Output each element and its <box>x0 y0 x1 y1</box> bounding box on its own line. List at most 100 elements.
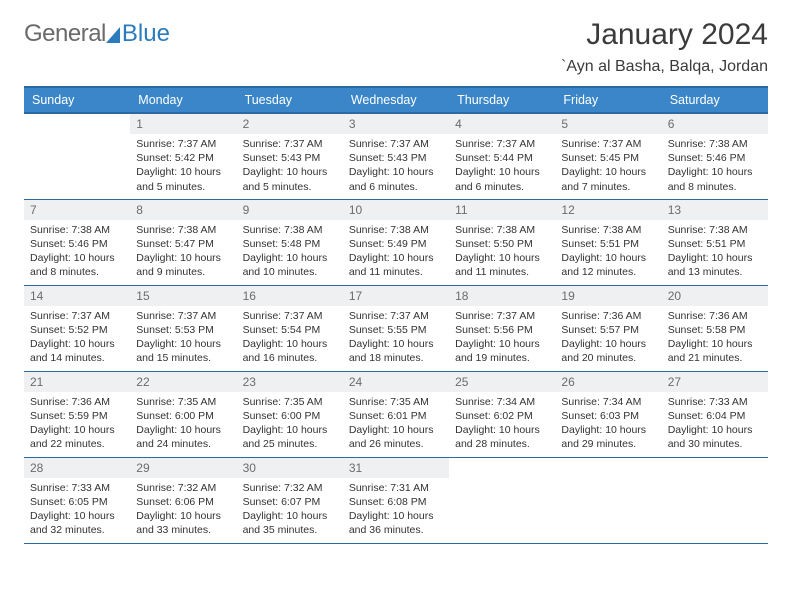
weekday-header: Sunday <box>24 87 130 113</box>
day-details: Sunrise: 7:35 AMSunset: 6:00 PMDaylight:… <box>237 392 343 456</box>
day-details: Sunrise: 7:37 AMSunset: 5:52 PMDaylight:… <box>24 306 130 370</box>
sunrise-label: Sunrise: <box>30 224 69 236</box>
sunset-label: Sunset: <box>30 496 66 508</box>
sunset-value: 6:01 PM <box>387 410 426 422</box>
sunrise-value: 7:35 AM <box>178 396 217 408</box>
daylight-label: Daylight: <box>349 424 390 436</box>
day-number: 31 <box>343 458 449 478</box>
sunset-value: 5:52 PM <box>69 324 108 336</box>
day-number: 24 <box>343 372 449 392</box>
sunset-label: Sunset: <box>349 238 385 250</box>
day-details: Sunrise: 7:32 AMSunset: 6:07 PMDaylight:… <box>237 478 343 542</box>
calendar-cell: 26Sunrise: 7:34 AMSunset: 6:03 PMDayligh… <box>555 371 661 457</box>
daylight-label: Daylight: <box>455 166 496 178</box>
day-number: 28 <box>24 458 130 478</box>
daylight-label: Daylight: <box>243 510 284 522</box>
sunrise-label: Sunrise: <box>136 396 175 408</box>
sunrise-value: 7:38 AM <box>284 224 323 236</box>
calendar-cell: 24Sunrise: 7:35 AMSunset: 6:01 PMDayligh… <box>343 371 449 457</box>
calendar-cell: 20Sunrise: 7:36 AMSunset: 5:58 PMDayligh… <box>662 285 768 371</box>
sunset-value: 5:53 PM <box>175 324 214 336</box>
sunset-value: 5:58 PM <box>706 324 745 336</box>
day-details: Sunrise: 7:37 AMSunset: 5:53 PMDaylight:… <box>130 306 236 370</box>
sunrise-label: Sunrise: <box>668 310 707 322</box>
sunset-label: Sunset: <box>349 496 385 508</box>
daylight-label: Daylight: <box>668 338 709 350</box>
sunset-label: Sunset: <box>455 238 491 250</box>
calendar-cell: 5Sunrise: 7:37 AMSunset: 5:45 PMDaylight… <box>555 113 661 199</box>
calendar-cell-empty <box>662 457 768 543</box>
daylight-label: Daylight: <box>30 338 71 350</box>
sunset-label: Sunset: <box>30 410 66 422</box>
day-details: Sunrise: 7:36 AMSunset: 5:57 PMDaylight:… <box>555 306 661 370</box>
calendar-cell: 28Sunrise: 7:33 AMSunset: 6:05 PMDayligh… <box>24 457 130 543</box>
sunset-value: 5:56 PM <box>494 324 533 336</box>
sunset-label: Sunset: <box>349 410 385 422</box>
daylight-label: Daylight: <box>136 166 177 178</box>
sunset-label: Sunset: <box>561 410 597 422</box>
day-number: 15 <box>130 286 236 306</box>
sunset-value: 5:42 PM <box>175 152 214 164</box>
day-details: Sunrise: 7:38 AMSunset: 5:51 PMDaylight:… <box>662 220 768 284</box>
calendar-cell-empty <box>555 457 661 543</box>
sunrise-label: Sunrise: <box>561 138 600 150</box>
calendar-cell: 15Sunrise: 7:37 AMSunset: 5:53 PMDayligh… <box>130 285 236 371</box>
sunrise-label: Sunrise: <box>455 396 494 408</box>
sunset-label: Sunset: <box>30 238 66 250</box>
calendar-cell: 17Sunrise: 7:37 AMSunset: 5:55 PMDayligh… <box>343 285 449 371</box>
sunset-label: Sunset: <box>243 324 279 336</box>
sunset-value: 5:43 PM <box>281 152 320 164</box>
day-details: Sunrise: 7:37 AMSunset: 5:42 PMDaylight:… <box>130 134 236 198</box>
sunset-value: 6:08 PM <box>387 496 426 508</box>
day-number: 1 <box>130 114 236 134</box>
sunrise-value: 7:32 AM <box>284 482 323 494</box>
sunrise-value: 7:37 AM <box>284 310 323 322</box>
header: General Blue January 2024 `Ayn al Basha,… <box>24 18 768 76</box>
sunset-value: 5:46 PM <box>706 152 745 164</box>
sunset-label: Sunset: <box>136 324 172 336</box>
day-number: 21 <box>24 372 130 392</box>
sunrise-label: Sunrise: <box>668 396 707 408</box>
sunrise-label: Sunrise: <box>136 482 175 494</box>
calendar-row: 1 Sunrise: 7:37 AM Sunset: 5:42 PM Daylight… <box>24 113 768 199</box>
daylight-label: Daylight: <box>243 252 284 264</box>
day-number: 23 <box>237 372 343 392</box>
logo: General Blue <box>24 20 170 48</box>
sunrise-value: 7:35 AM <box>390 396 429 408</box>
sunset-label: Sunset: <box>668 238 704 250</box>
sunset-label: Sunset: <box>136 410 172 422</box>
sunset-label: Sunset: <box>668 410 704 422</box>
day-number: 14 <box>24 286 130 306</box>
logo-gray-text: General <box>24 20 106 48</box>
calendar-cell: 30Sunrise: 7:32 AMSunset: 6:07 PMDayligh… <box>237 457 343 543</box>
weekday-header: Thursday <box>449 87 555 113</box>
daylight-label: Daylight: <box>136 510 177 522</box>
sunrise-value: 7:37 AM <box>497 138 536 150</box>
weekday-header: Friday <box>555 87 661 113</box>
sunrise-value: 7:37 AM <box>390 310 429 322</box>
sunrise-value: 7:37 AM <box>390 138 429 150</box>
day-number: 30 <box>237 458 343 478</box>
sunset-label: Sunset: <box>136 152 172 164</box>
daylight-label: Daylight: <box>349 252 390 264</box>
sunrise-value: 7:38 AM <box>390 224 429 236</box>
daylight-label: Daylight: <box>349 338 390 350</box>
daylight-label: Daylight: <box>30 424 71 436</box>
calendar-cell: 3Sunrise: 7:37 AMSunset: 5:43 PMDaylight… <box>343 113 449 199</box>
calendar-cell: 27Sunrise: 7:33 AMSunset: 6:04 PMDayligh… <box>662 371 768 457</box>
sunset-value: 6:07 PM <box>281 496 320 508</box>
sunrise-label: Sunrise: <box>30 482 69 494</box>
day-details: Sunrise: 7:33 AMSunset: 6:04 PMDaylight:… <box>662 392 768 456</box>
sunrise-label: Sunrise: <box>455 138 494 150</box>
calendar-cell: 14Sunrise: 7:37 AMSunset: 5:52 PMDayligh… <box>24 285 130 371</box>
sunrise-label: Sunrise: <box>243 138 282 150</box>
calendar-cell: 10Sunrise: 7:38 AMSunset: 5:49 PMDayligh… <box>343 199 449 285</box>
sunset-value: 6:05 PM <box>69 496 108 508</box>
calendar-row: 28Sunrise: 7:33 AMSunset: 6:05 PMDayligh… <box>24 457 768 543</box>
weekday-header-row: SundayMondayTuesdayWednesdayThursdayFrid… <box>24 87 768 113</box>
daylight-label: Daylight: <box>561 338 602 350</box>
day-number: 7 <box>24 200 130 220</box>
day-number: 16 <box>237 286 343 306</box>
day-details: Sunrise: 7:31 AMSunset: 6:08 PMDaylight:… <box>343 478 449 542</box>
sunrise-value: 7:38 AM <box>178 224 217 236</box>
